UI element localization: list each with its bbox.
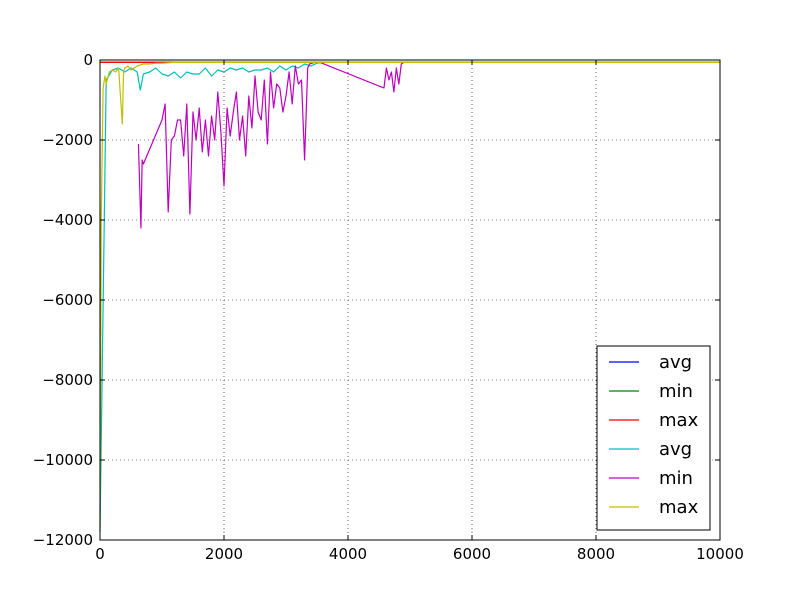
x-tick-label: 2000 — [205, 545, 243, 563]
x-tick-label: 8000 — [577, 545, 615, 563]
series-line-3-avg — [99, 61, 720, 533]
y-tick-label: −12000 — [33, 531, 93, 549]
legend-box — [596, 345, 711, 531]
x-tick-label: 6000 — [453, 545, 491, 563]
legend-label: avg — [659, 352, 692, 373]
series-line-5-max — [99, 61, 720, 529]
legend-label: min — [659, 381, 693, 402]
y-tick-label: 0 — [83, 51, 93, 69]
x-tick-label: 0 — [95, 545, 105, 563]
legend-label: max — [659, 410, 699, 431]
x-tick-label: 10000 — [696, 545, 744, 563]
series-lines — [99, 61, 720, 533]
y-tick-label: −4000 — [42, 211, 93, 229]
y-tick-label: −10000 — [33, 451, 93, 469]
legend-label: max — [659, 497, 699, 518]
axis-ticks: 0 2000 4000 6000 8000 10000 0 −2000 −4000 −6000 −8… — [33, 51, 744, 563]
y-tick-label: −2000 — [42, 131, 93, 149]
legend: avg min max avg min max — [596, 345, 711, 531]
y-tick-label: −8000 — [42, 371, 93, 389]
legend-label: min — [659, 468, 693, 489]
y-tick-label: −6000 — [42, 291, 93, 309]
legend-label: avg — [659, 439, 692, 460]
x-tick-label: 4000 — [329, 545, 367, 563]
